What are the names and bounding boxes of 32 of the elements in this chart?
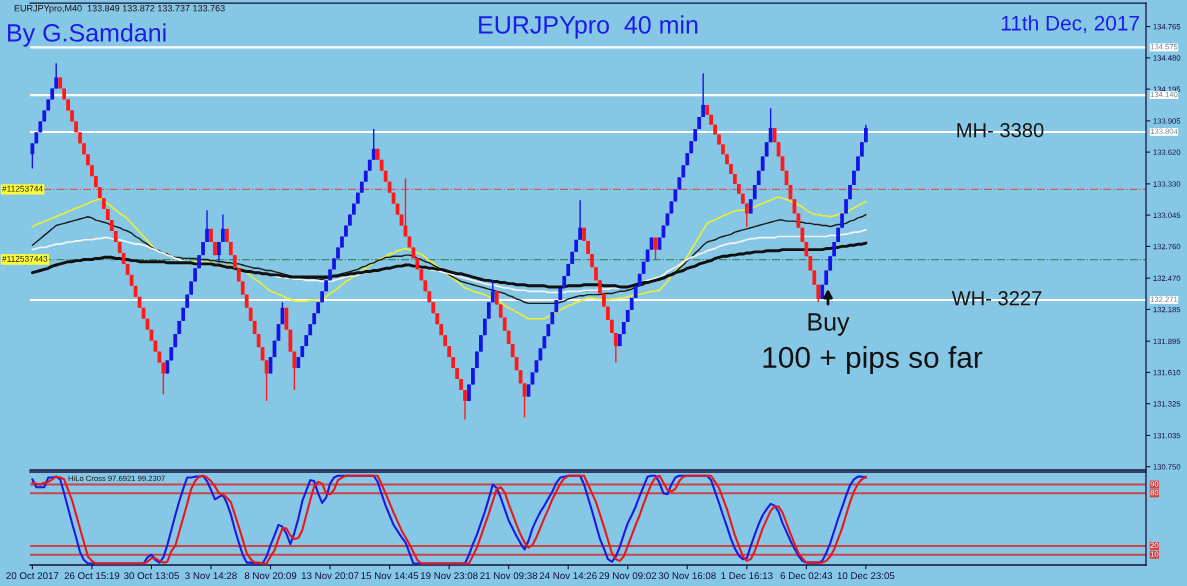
- annotation: Buy: [808, 313, 850, 336]
- x-tick-label: 20 Oct 2017: [6, 572, 59, 580]
- chart-title: EURJPYpro 40 min: [479, 15, 698, 39]
- x-tick-label: 6 Dec 02:43: [780, 572, 833, 580]
- candlestick: [768, 107, 773, 143]
- x-tick-label: 21 Nov 09:38: [480, 572, 538, 580]
- x-tick-label: 19 Nov 23:08: [420, 572, 478, 580]
- x-tick-label: 8 Nov 20:09: [244, 572, 297, 580]
- x-tick-label: 1 Dec 16:13: [721, 572, 773, 580]
- candlestick: [578, 199, 582, 241]
- candlestick: [371, 128, 376, 161]
- candlestick: [205, 209, 209, 243]
- x-tick-label: 13 Nov 20:07: [301, 572, 359, 580]
- candlestick: [613, 332, 618, 364]
- annotation: EURJPYpro,M40 133.849 133.872 133.737 133.763: [14, 5, 225, 14]
- x-tick-label: 30 Oct 13:05: [123, 572, 179, 580]
- annotation: #112537443: [2, 255, 48, 262]
- candlestick: [463, 389, 467, 421]
- text: 11th Dec, 2017: [1001, 15, 1139, 34]
- annotation: 100 + pips so far: [763, 346, 983, 374]
- candlestick: [30, 142, 35, 170]
- x-tick-label: 15 Nov 14:45: [361, 572, 419, 580]
- x-tick-label: 3 Nov 14:28: [185, 572, 237, 580]
- x-tick-label: 24 Nov 14:26: [539, 572, 597, 580]
- candlestick: [221, 213, 225, 243]
- x-tick-label: 10 Dec 23:05: [837, 572, 895, 580]
- x-tick-label: 30 Nov 16:08: [658, 572, 716, 580]
- annotation: #11253744: [2, 185, 43, 192]
- x-tick-label: 29 Nov 09:02: [599, 572, 657, 580]
- annotation: By G.Samdani: [8, 23, 166, 47]
- x-tick-label: 26 Oct 15:19: [64, 572, 120, 580]
- candlestick: [161, 361, 166, 396]
